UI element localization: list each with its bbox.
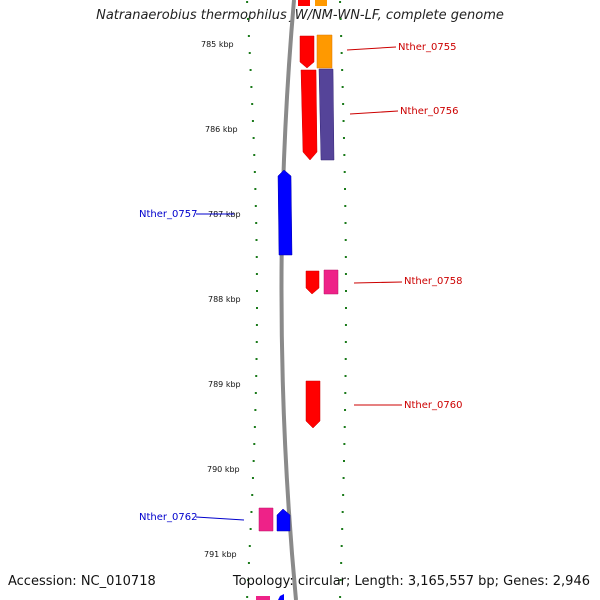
kbp-label-789: 789 kbp bbox=[208, 380, 241, 389]
gene-0762-blue[interactable] bbox=[276, 508, 291, 532]
gene-0756-red[interactable] bbox=[300, 69, 318, 161]
accession-text: Accession: NC_010718 bbox=[8, 574, 156, 589]
kbp-label-788: 788 kbp bbox=[208, 295, 241, 304]
gene-partial-bottom-blue[interactable] bbox=[278, 594, 284, 600]
gene-label-0760[interactable]: Nther_0760 bbox=[404, 400, 462, 411]
gene-label-0758[interactable]: Nther_0758 bbox=[404, 276, 462, 287]
gene-label-0762[interactable]: Nther_0762 bbox=[139, 512, 197, 523]
callout-0755 bbox=[346, 46, 397, 51]
gene-0755-orange[interactable] bbox=[316, 34, 333, 69]
gene-label-0757[interactable]: Nther_0757 bbox=[139, 209, 197, 220]
genome-summary-text: Topology: circular; Length: 3,165,557 bp… bbox=[232, 574, 590, 589]
gene-0757-blue[interactable] bbox=[277, 169, 293, 256]
gene-partial-bottom-pink[interactable] bbox=[256, 596, 270, 600]
callout-0756 bbox=[349, 110, 399, 115]
kbp-label-790: 790 kbp bbox=[207, 465, 240, 474]
gene-label-0756[interactable]: Nther_0756 bbox=[400, 106, 458, 117]
callout-0758 bbox=[353, 281, 403, 284]
kbp-label-791: 791 kbp bbox=[204, 550, 237, 559]
gene-0755-red[interactable] bbox=[299, 35, 315, 69]
gene-0756-purple[interactable] bbox=[318, 68, 335, 161]
left-strand-ticks bbox=[246, 1, 258, 598]
right-strand-ticks bbox=[339, 1, 347, 598]
gene-label-0755[interactable]: Nther_0755 bbox=[398, 42, 456, 53]
kbp-label-786: 786 kbp bbox=[205, 125, 238, 134]
map-title: Natranaerobius thermophilus JW/NM-WN-LF,… bbox=[96, 8, 504, 23]
gene-partial-top-orange[interactable] bbox=[315, 0, 327, 6]
gene-0760-red[interactable] bbox=[305, 380, 321, 429]
kbp-label-785: 785 kbp bbox=[201, 40, 234, 49]
callout-0762 bbox=[195, 516, 245, 521]
gene-partial-top-red[interactable] bbox=[298, 0, 310, 6]
gene-0758-red[interactable] bbox=[305, 270, 320, 295]
gene-0758-pink[interactable] bbox=[323, 269, 339, 295]
gene-0762-pink[interactable] bbox=[258, 507, 274, 532]
